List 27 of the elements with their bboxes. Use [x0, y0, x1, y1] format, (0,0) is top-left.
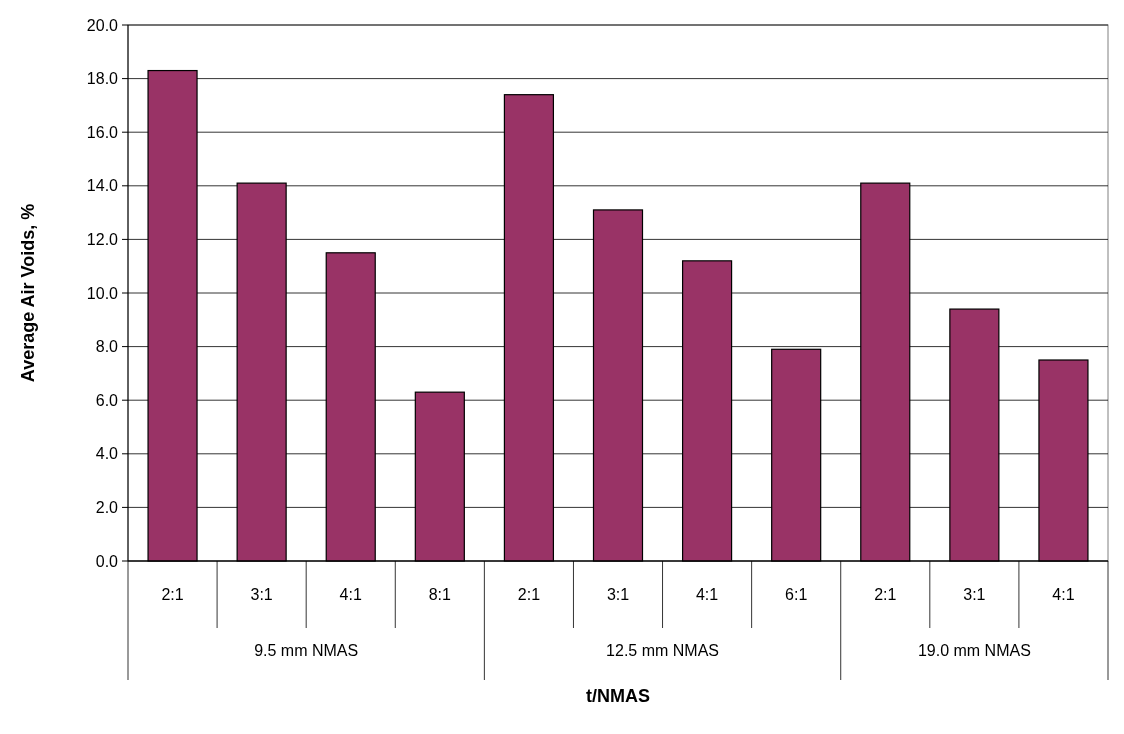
x-tick-label: 2:1	[517, 586, 541, 603]
text: 9.5 mm NMAS	[254, 642, 359, 659]
x-axis-title: t/NMAS	[586, 686, 650, 706]
y-tick-label: 6.0	[95, 391, 119, 409]
text: 19.0 mm NMAS	[917, 642, 1031, 659]
y-tick-label: 2.0	[95, 499, 119, 516]
y-tick-label: 12.0	[86, 231, 119, 248]
text: 12.5 mm NMAS	[606, 642, 720, 659]
y-tick-label: 0.0	[95, 552, 119, 570]
x-tick-label: 2:1	[874, 586, 897, 603]
x-tick-label: 2:1	[161, 586, 184, 603]
x-tick-label: 4:1	[339, 586, 362, 603]
y-tick-label: 10.0	[86, 284, 119, 302]
x-tick-label: 4:1	[695, 586, 719, 603]
x-tick-label: 8:1	[428, 586, 452, 603]
x-tick-label: 3:1	[606, 586, 630, 603]
y-tick-label: 20.0	[86, 16, 119, 34]
y-tick-label: 14.0	[86, 177, 119, 195]
y-tick-label: 4.0	[95, 445, 119, 463]
x-tick-label: 6:1	[785, 586, 808, 603]
y-tick-label: 16.0	[86, 123, 119, 141]
x-tick-label: 4:1	[1052, 586, 1075, 603]
y-tick-label: 18.0	[86, 70, 119, 88]
y-tick-label: 8.0	[95, 338, 119, 356]
x-tick-label: 3:1	[250, 586, 273, 603]
x-tick-label: 3:1	[963, 586, 986, 603]
y-axis-title: Average Air Voids, %	[18, 203, 38, 383]
